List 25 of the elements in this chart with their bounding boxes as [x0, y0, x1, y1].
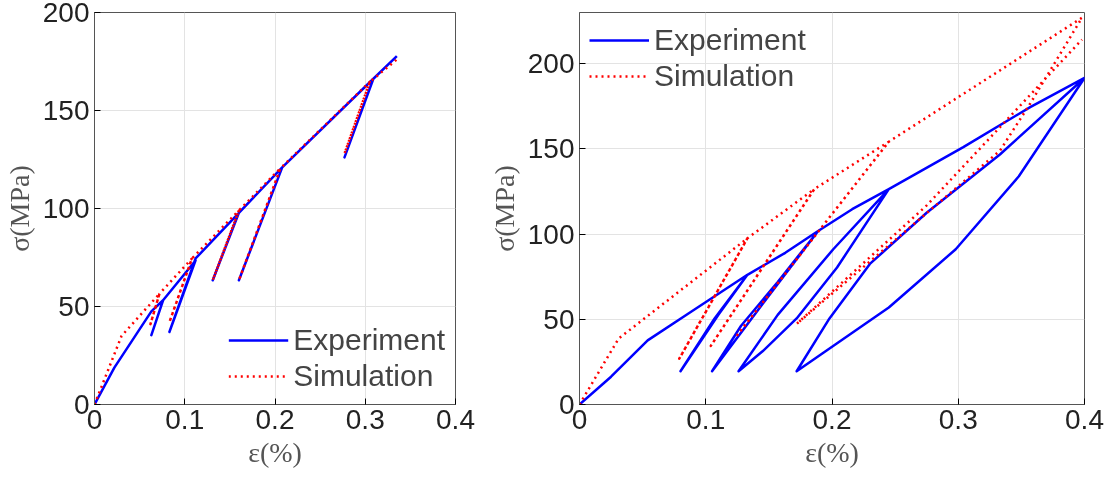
x-tick-label: 0.1 — [686, 403, 726, 435]
y-axis-title: σ(MPa) — [488, 165, 520, 252]
y-tick-label: 100 — [42, 193, 90, 224]
x-tick-label: 0.2 — [255, 403, 295, 435]
x-tick-label: 0.3 — [345, 403, 385, 435]
legend-label: Simulation — [654, 58, 795, 94]
x-tick-label: 0.4 — [1065, 403, 1104, 435]
legend-label: Simulation — [293, 358, 434, 394]
y-tick-label: 50 — [543, 303, 575, 335]
legend-label: Experiment — [293, 322, 445, 358]
y-tick-label: 150 — [42, 95, 90, 126]
x-tick-label: 0.3 — [938, 403, 978, 435]
x-axis-title: ε(%) — [805, 436, 859, 468]
legend-label: Experiment — [654, 22, 806, 58]
x-axis-title: ε(%) — [248, 436, 302, 468]
y-axis-title: σ(MPa) — [3, 165, 35, 252]
x-tick-label: 0.2 — [812, 403, 852, 435]
y-tick-label: 50 — [58, 291, 90, 322]
x-tick-label: 0.4 — [436, 403, 475, 435]
line-series — [579, 16, 1084, 405]
y-tick-label: 100 — [527, 218, 575, 250]
x-tick-label: 0.1 — [165, 403, 205, 435]
y-tick-label: 200 — [527, 48, 575, 80]
y-tick-label: 150 — [527, 133, 575, 165]
y-tick-label: 200 — [42, 0, 90, 28]
